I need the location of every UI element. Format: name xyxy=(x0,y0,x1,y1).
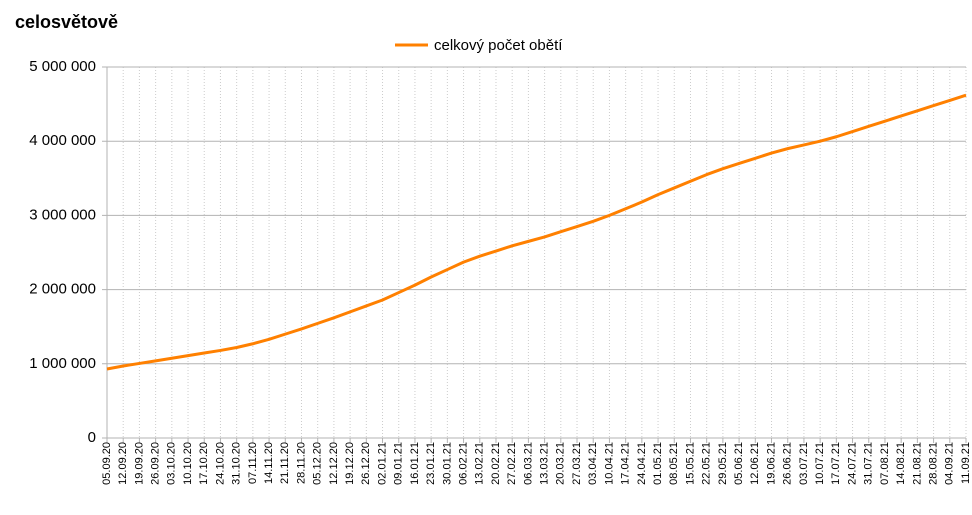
data-line xyxy=(106,93,967,371)
x-tick-label: 05.12.20 xyxy=(312,442,324,485)
x-tick-label: 19.12.20 xyxy=(344,442,356,485)
x-tick-label: 14.11.20 xyxy=(263,442,275,484)
x-tick-label: 28.11.20 xyxy=(295,442,307,484)
x-tick-label: 20.02.21 xyxy=(490,442,502,485)
x-tick-label: 06.02.21 xyxy=(457,442,469,485)
x-tick-label: 29.05.21 xyxy=(717,442,729,485)
x-tick-label: 09.01.21 xyxy=(393,442,405,485)
x-tick-label: 27.02.21 xyxy=(506,442,518,485)
x-tick-label: 16.01.21 xyxy=(409,442,421,485)
x-tick-label: 10.04.21 xyxy=(603,442,615,485)
x-tick-label: 24.07.21 xyxy=(846,442,858,485)
x-tick-label: 11.09.21 xyxy=(960,442,972,484)
x-tick-label: 26.06.21 xyxy=(782,442,794,485)
y-tick-label: 4 000 000 xyxy=(29,132,96,149)
x-tick-label: 28.08.21 xyxy=(927,442,939,485)
x-tick-label: 20.03.21 xyxy=(555,442,567,485)
x-tick-label: 12.06.21 xyxy=(749,442,761,485)
chart-title: celosvětově xyxy=(15,12,118,32)
x-tick-label: 15.05.21 xyxy=(684,442,696,485)
y-tick-label: 3 000 000 xyxy=(29,206,96,223)
x-tick-label: 12.12.20 xyxy=(328,442,340,485)
x-tick-label: 07.11.20 xyxy=(247,442,259,484)
x-tick-label: 17.07.21 xyxy=(830,442,842,485)
x-tick-label: 24.10.20 xyxy=(214,442,226,485)
x-tick-label: 26.12.20 xyxy=(360,442,372,485)
x-tick-label: 27.03.21 xyxy=(571,442,583,485)
x-tick-label: 03.10.20 xyxy=(166,442,178,485)
x-tick-label: 31.10.20 xyxy=(231,442,243,485)
x-tick-label: 17.10.20 xyxy=(198,442,210,485)
x-tick-label: 04.09.21 xyxy=(944,442,956,485)
x-tick-label: 19.09.20 xyxy=(133,442,145,485)
x-tick-label: 07.08.21 xyxy=(879,442,891,485)
x-tick-label: 12.09.20 xyxy=(117,442,129,485)
x-tick-label: 31.07.21 xyxy=(863,442,875,485)
x-tick-label: 24.04.21 xyxy=(636,442,648,485)
x-tick-label: 05.09.20 xyxy=(101,442,113,485)
y-tick-label: 2 000 000 xyxy=(29,281,96,298)
x-tick-label: 22.05.21 xyxy=(701,442,713,485)
x-tick-label: 26.09.20 xyxy=(150,442,162,485)
x-tick-label: 13.02.21 xyxy=(474,442,486,485)
x-tick-label: 13.03.21 xyxy=(539,442,551,485)
x-tick-label: 17.04.21 xyxy=(620,442,632,485)
y-tick-label: 1 000 000 xyxy=(29,355,96,372)
x-tick-label: 19.06.21 xyxy=(765,442,777,485)
x-tick-label: 01.05.21 xyxy=(652,442,664,485)
x-tick-label: 14.08.21 xyxy=(895,442,907,485)
x-tick-label: 10.10.20 xyxy=(182,442,194,485)
x-tick-label: 08.05.21 xyxy=(668,442,680,485)
x-tick-label: 05.06.21 xyxy=(733,442,745,485)
x-tick-label: 10.07.21 xyxy=(814,442,826,485)
x-tick-label: 21.11.20 xyxy=(279,442,291,484)
x-tick-label: 23.01.21 xyxy=(425,442,437,485)
x-tick-label: 03.07.21 xyxy=(798,442,810,485)
x-tick-label: 03.04.21 xyxy=(587,442,599,485)
y-tick-label: 0 xyxy=(88,429,96,446)
x-tick-label: 02.01.21 xyxy=(376,442,388,485)
y-tick-label: 5 000 000 xyxy=(29,58,96,75)
legend-label: celkový počet obětí xyxy=(434,37,563,54)
x-tick-label: 06.03.21 xyxy=(522,442,534,485)
x-tick-label: 21.08.21 xyxy=(911,442,923,485)
x-tick-label: 30.01.21 xyxy=(441,442,453,485)
